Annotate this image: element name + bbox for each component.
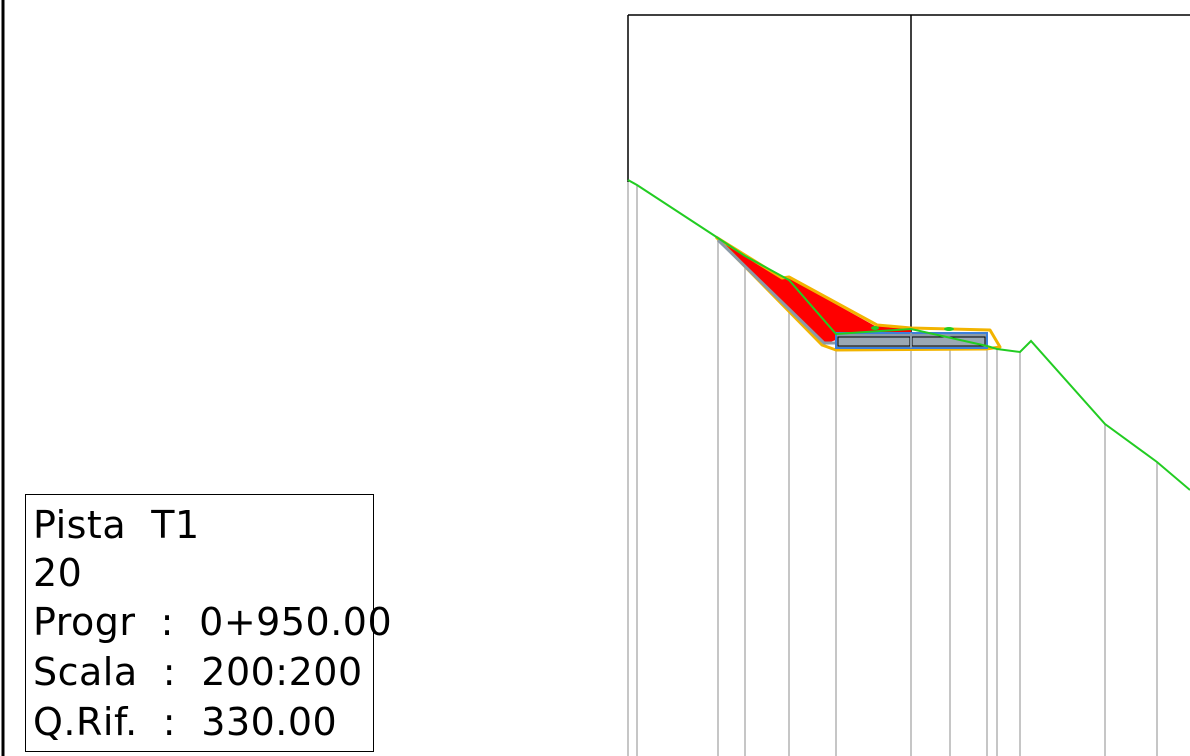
- guide-lines: [627, 182, 1158, 756]
- fill-area: [718, 238, 911, 344]
- marker-right: [944, 327, 954, 331]
- slope-edge: [714, 235, 1002, 352]
- terrain-line: [627, 179, 1190, 491]
- scale-label: Scala : 200:200: [33, 650, 363, 694]
- road-layer-left: [837, 336, 911, 347]
- progressive-label: Progr : 0+950.00: [33, 600, 393, 644]
- marker-left: [871, 326, 879, 330]
- slope-face: [716, 238, 836, 345]
- track-name-label: Pista T1: [33, 503, 200, 547]
- section-info-box: Pista T1 20 Progr : 0+950.00 Scala : 200…: [25, 494, 392, 752]
- reference-elevation-label: Q.Rif. : 330.00: [33, 700, 338, 744]
- section-number-label: 20: [33, 551, 83, 595]
